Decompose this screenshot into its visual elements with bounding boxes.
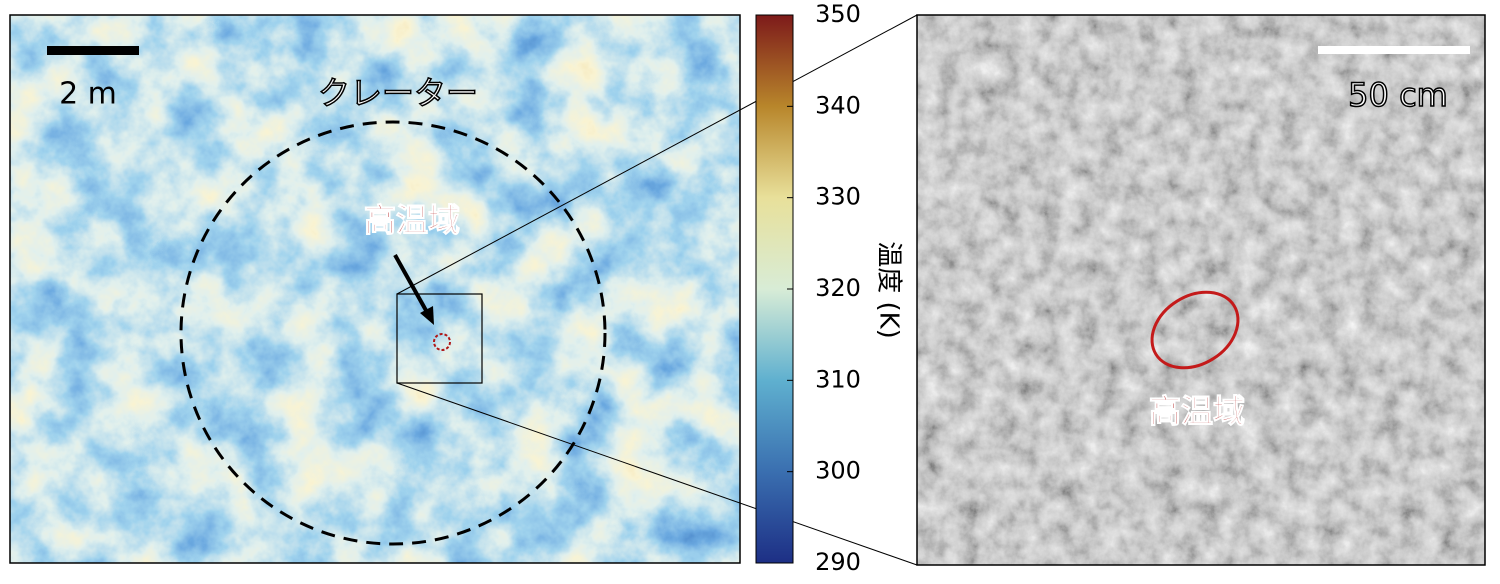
zoom-box xyxy=(396,293,483,384)
scale-bar xyxy=(47,46,139,55)
arrow-head xyxy=(420,306,434,325)
hot-label: 高温域 xyxy=(364,201,460,239)
scale-label: 2 m xyxy=(59,77,117,112)
colorbar xyxy=(755,14,794,564)
colorbar-label: 温度 (K) xyxy=(874,241,904,339)
colorbar-tick-label: 310 xyxy=(815,365,861,393)
crater-label: クレーター xyxy=(318,74,478,112)
hot-label: 高温域 xyxy=(1149,392,1245,430)
scale-bar xyxy=(1318,46,1470,54)
hot-spot xyxy=(433,333,451,351)
colorbar-tick-label: 320 xyxy=(815,274,861,302)
surface-image xyxy=(917,15,1485,565)
thermal-map xyxy=(10,15,740,563)
panel-frame xyxy=(916,14,1486,566)
colorbar-tick-label: 290 xyxy=(815,548,861,576)
zoom-line xyxy=(396,382,918,566)
panel-frame xyxy=(9,14,741,564)
colorbar-tick-label: 330 xyxy=(815,183,861,211)
colorbar-tick-label: 340 xyxy=(815,91,861,119)
colorbar-tick-label: 300 xyxy=(815,457,861,485)
zoom-line xyxy=(396,14,918,295)
colorbar-tick-label: 350 xyxy=(815,0,861,28)
crater-outline xyxy=(179,120,607,546)
arrow-shaft xyxy=(393,254,430,315)
scale-label: 50 cm xyxy=(1348,76,1448,114)
hot-region xyxy=(1150,290,1240,370)
